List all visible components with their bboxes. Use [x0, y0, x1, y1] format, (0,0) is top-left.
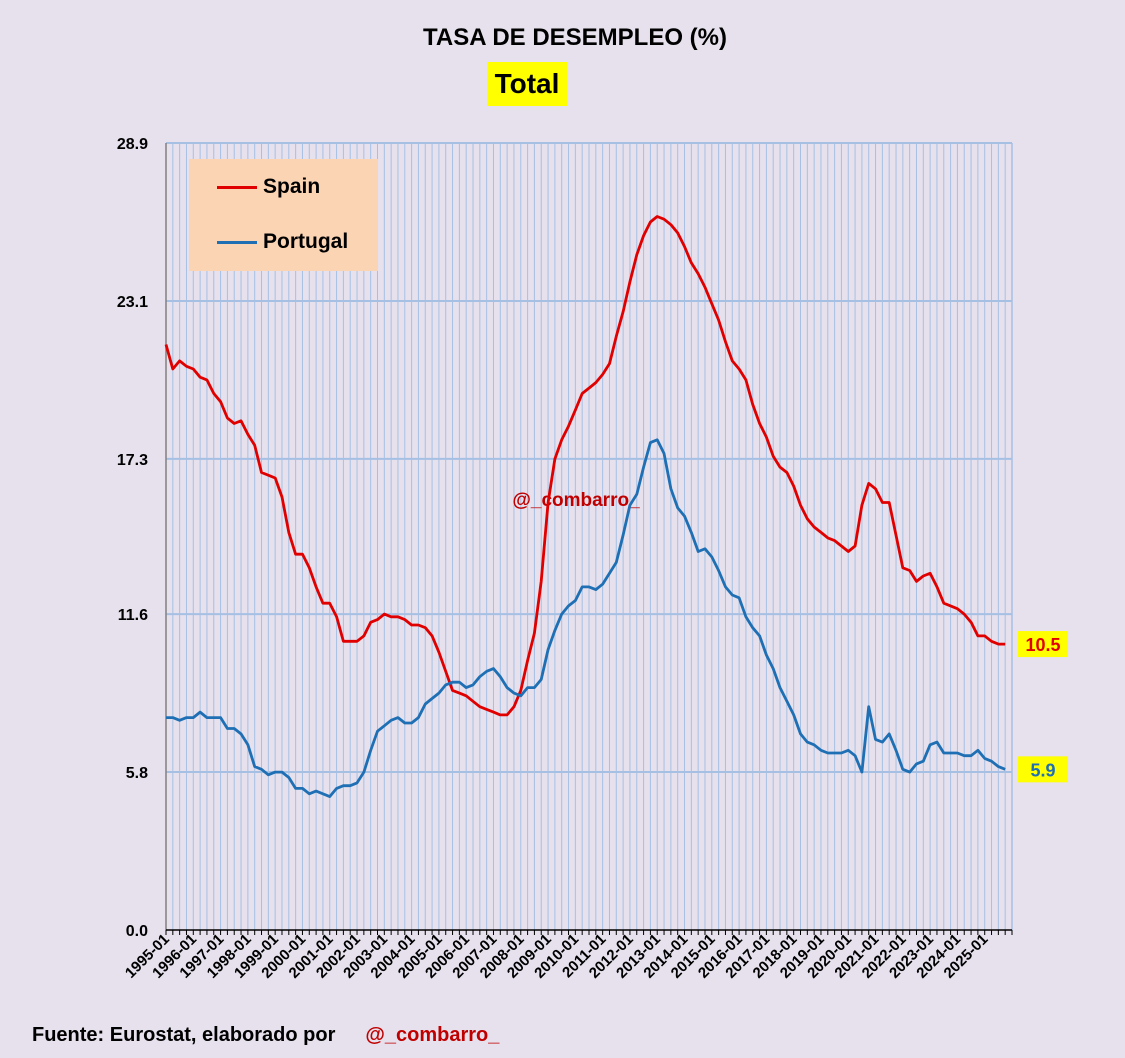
end-label-bg-portugal: [1018, 756, 1068, 783]
legend-label-portugal: Portugal: [263, 230, 349, 253]
chart-title: TASA DE DESEMPLEO (%): [422, 24, 728, 51]
end-label-portugal: 5.9: [1030, 760, 1055, 780]
chart-legend: Spain Portugal: [189, 159, 378, 271]
source-footer: Fuente: Eurostat, elaborado por @_combarr…: [32, 1024, 499, 1047]
series-line-spain: [164, 215, 1006, 717]
legend-swatch-spain: [217, 185, 257, 189]
end-label-spain: 10.5: [1025, 635, 1060, 655]
legend-item-spain: Spain: [217, 175, 320, 199]
y-tick-label: 23.1: [117, 294, 148, 311]
y-tick-label: 5.8: [126, 765, 148, 782]
y-tick-label: 11.6: [118, 607, 148, 624]
y-tick-label: 17.3: [117, 452, 148, 469]
y-tick-label: 28.9: [117, 136, 148, 153]
y-tick-label: 0.0: [126, 923, 148, 940]
legend-item-portugal: Portugal: [217, 230, 348, 254]
source-handle: @_combarro_: [365, 1024, 500, 1046]
legend-label-spain: Spain: [263, 175, 321, 198]
series-line-portugal: [166, 438, 1006, 798]
source-text: Fuente: Eurostat, elaborado por: [32, 1024, 336, 1046]
legend-swatch-portugal: [217, 240, 257, 244]
watermark-text: @_combarro_: [512, 490, 640, 511]
end-label-bg-spain: [1018, 631, 1068, 658]
chart-subtitle: Total: [487, 62, 567, 106]
